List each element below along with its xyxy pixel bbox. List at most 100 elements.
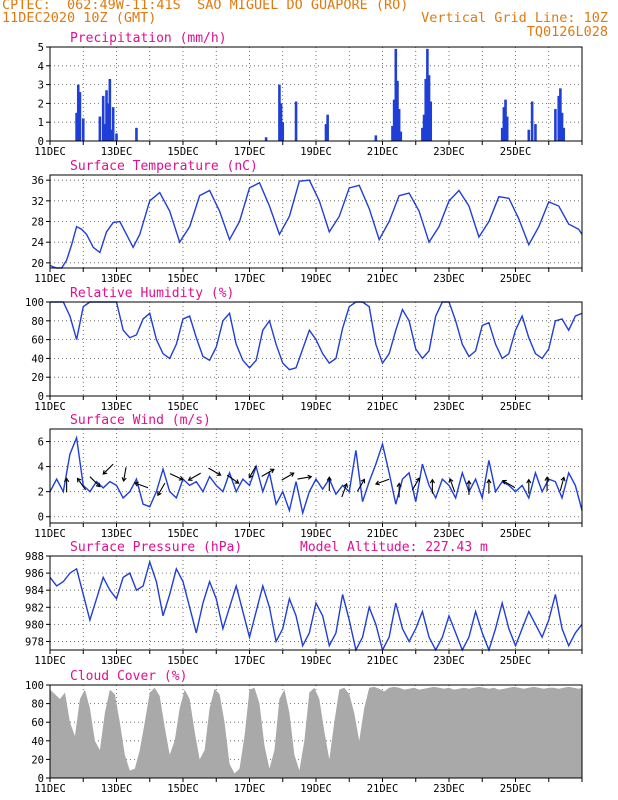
wind-arrow bbox=[281, 472, 295, 481]
x-tick-label: 13DEC bbox=[101, 146, 133, 158]
cloud-area bbox=[50, 686, 582, 778]
wind-arrow-head bbox=[326, 476, 332, 481]
wind-arrow bbox=[502, 480, 516, 489]
x-tick-label: 25DEC bbox=[500, 528, 532, 540]
x-tick-label: 11DEC bbox=[34, 146, 66, 158]
y-tick-label: 0 bbox=[38, 391, 44, 403]
x-tick-label: 19DEC bbox=[300, 528, 332, 540]
precip-bar bbox=[560, 112, 564, 141]
x-tick-label: 11DEC bbox=[34, 528, 66, 540]
x-tick-label: 15DEC bbox=[167, 655, 199, 667]
wind-arrow-head bbox=[289, 472, 295, 477]
y-tick-label: 986 bbox=[25, 568, 44, 580]
x-tick-label: 17DEC bbox=[234, 401, 266, 413]
wind-arrow bbox=[157, 482, 166, 496]
y-tick-label: 984 bbox=[25, 585, 44, 597]
plot-frame bbox=[49, 301, 583, 397]
x-tick-label: 11DEC bbox=[34, 401, 66, 413]
precip-bar bbox=[326, 114, 329, 141]
wind-arrow bbox=[248, 465, 257, 478]
wind-arrow bbox=[375, 478, 390, 485]
x-tick-label: 13DEC bbox=[101, 273, 133, 285]
wind-arrow bbox=[297, 476, 312, 480]
x-tick-label: 25DEC bbox=[500, 655, 532, 667]
x-tick-label: 17DEC bbox=[234, 146, 266, 158]
x-tick-label: 21DEC bbox=[367, 273, 399, 285]
y-tick-label: 20 bbox=[31, 258, 44, 270]
wind-arrow bbox=[226, 474, 239, 484]
x-tick-label: 23DEC bbox=[433, 273, 465, 285]
x-tick-label: 23DEC bbox=[433, 401, 465, 413]
wind-arrow-head bbox=[448, 477, 454, 483]
panel-title: Cloud Cover (%) bbox=[70, 669, 187, 684]
x-tick-label: 23DEC bbox=[433, 655, 465, 667]
x-tick-label: 21DEC bbox=[367, 528, 399, 540]
header-date: 11DEC2020 10Z (GMT) bbox=[2, 10, 157, 26]
precip-bar bbox=[421, 127, 424, 141]
precip-bar bbox=[394, 48, 398, 141]
y-tick-label: 40 bbox=[31, 736, 44, 748]
y-tick-label: 20 bbox=[31, 754, 44, 766]
precip-bar bbox=[108, 78, 112, 141]
precip-bar bbox=[75, 112, 78, 141]
wind-arrow bbox=[261, 468, 275, 477]
y-tick-label: 0 bbox=[38, 136, 44, 148]
precip-bar bbox=[557, 95, 561, 141]
wind-arrow-head bbox=[360, 478, 366, 484]
x-tick-label: 17DEC bbox=[234, 528, 266, 540]
y-tick-label: 1 bbox=[38, 117, 44, 129]
precip-bar bbox=[278, 84, 281, 141]
x-tick-label: 25DEC bbox=[500, 783, 532, 795]
plot-frame bbox=[49, 428, 583, 524]
y-tick-label: 3 bbox=[38, 80, 44, 92]
panel-temp: 20 24 28 32 36 11DEC 13DEC 15DEC 17DEC 19DEC 21DEC… bbox=[31, 159, 583, 285]
y-tick-label: 32 bbox=[31, 196, 44, 208]
y-tick-label: 2 bbox=[38, 487, 44, 499]
x-tick-label: 17DEC bbox=[234, 783, 266, 795]
x-tick-label: 15DEC bbox=[167, 401, 199, 413]
precip-bar bbox=[111, 107, 115, 141]
wind-arrow bbox=[134, 482, 149, 489]
y-tick-label: 6 bbox=[38, 437, 44, 449]
precip-bar bbox=[424, 78, 428, 141]
wind-arrow bbox=[449, 478, 456, 493]
wind-arrow-head bbox=[560, 476, 566, 482]
wind-arrow bbox=[411, 477, 420, 491]
wind-arrow bbox=[102, 463, 114, 475]
precip-bar bbox=[562, 127, 566, 141]
y-tick-label: 978 bbox=[25, 636, 44, 648]
y-tick-label: 24 bbox=[31, 237, 44, 249]
wind-arrow-head bbox=[248, 473, 254, 479]
y-tick-label: 0 bbox=[38, 512, 44, 524]
x-tick-label: 11DEC bbox=[34, 783, 66, 795]
x-tick-label: 25DEC bbox=[500, 146, 532, 158]
y-tick-label: 4 bbox=[38, 61, 44, 73]
x-tick-label: 13DEC bbox=[101, 401, 133, 413]
precip-bar bbox=[103, 124, 107, 141]
x-tick-label: 15DEC bbox=[167, 146, 199, 158]
precip-bar bbox=[374, 135, 378, 141]
x-tick-label: 15DEC bbox=[167, 528, 199, 540]
x-tick-label: 21DEC bbox=[367, 655, 399, 667]
precip-bar bbox=[527, 129, 531, 141]
x-tick-label: 19DEC bbox=[300, 273, 332, 285]
x-tick-label: 17DEC bbox=[234, 655, 266, 667]
temp-line bbox=[49, 179, 583, 269]
rh-line bbox=[50, 301, 583, 371]
precip-bar bbox=[426, 48, 429, 141]
precip-bar bbox=[392, 99, 396, 141]
precip-bar bbox=[396, 80, 399, 141]
y-tick-label: 100 bbox=[25, 680, 44, 692]
x-tick-label: 17DEC bbox=[234, 273, 266, 285]
wind-arrow-head bbox=[526, 478, 532, 484]
precip-bar bbox=[264, 137, 268, 141]
wind-arrow-head bbox=[486, 478, 492, 484]
panel-pres: 978 980 982 984 986 988 11DEC 13DEC 15DEC 17DEC 19… bbox=[25, 540, 583, 667]
y-tick-label: 5 bbox=[38, 42, 44, 54]
wind-arrow bbox=[356, 479, 365, 492]
precip-bar bbox=[115, 133, 118, 141]
wind-arrow bbox=[169, 473, 183, 481]
y-tick-label: 36 bbox=[31, 175, 44, 187]
y-tick-label: 80 bbox=[31, 699, 44, 711]
wind-arrow-head bbox=[269, 468, 275, 474]
